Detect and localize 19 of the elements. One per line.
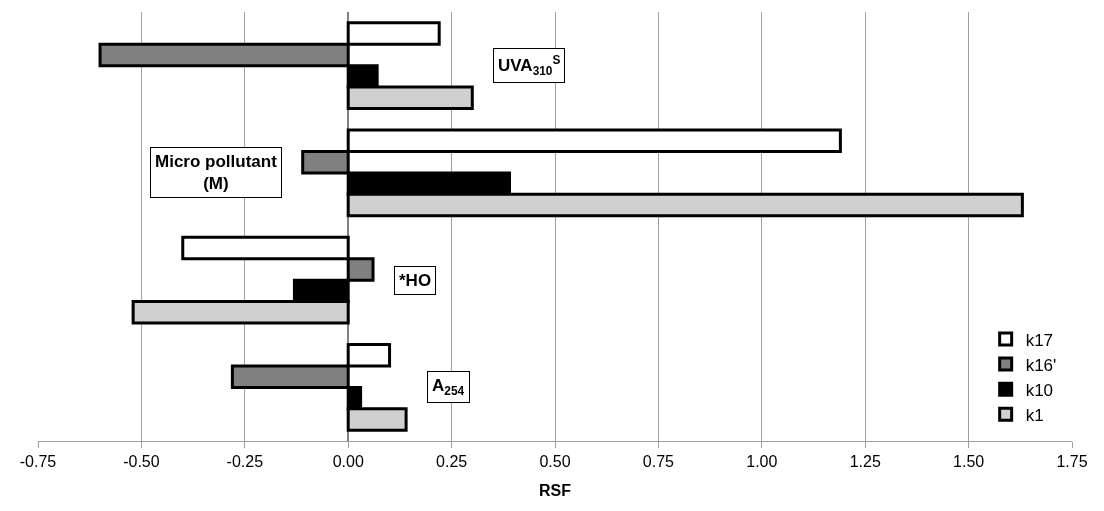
x-tick-label: 0.00 bbox=[332, 453, 364, 471]
x-axis-title: RSF bbox=[539, 481, 572, 499]
y-tick-label: Micro pollutant (M) bbox=[155, 152, 278, 194]
legend-label: k16' bbox=[1025, 355, 1057, 375]
y-tick-label: A$_{254}$ bbox=[432, 376, 465, 398]
x-tick-label: -0.75 bbox=[19, 453, 57, 471]
x-tick-label: 0.25 bbox=[436, 453, 468, 471]
x-tick-label: 0.75 bbox=[642, 453, 675, 471]
x-tick-label: 1.25 bbox=[849, 453, 881, 471]
x-tick-label: -0.50 bbox=[123, 453, 160, 471]
x-tick-label: 1.75 bbox=[1056, 453, 1088, 471]
legend-label: k17 bbox=[1025, 330, 1054, 350]
legend-label: k1 bbox=[1025, 405, 1044, 425]
x-tick-label: 1.00 bbox=[746, 453, 778, 471]
legend-label: k10 bbox=[1025, 380, 1054, 400]
x-tick-label: 1.50 bbox=[953, 453, 985, 471]
x-tick-label: 0.50 bbox=[539, 453, 571, 471]
y-tick-label: *HO bbox=[399, 271, 432, 290]
x-tick-label: -0.25 bbox=[226, 453, 264, 471]
